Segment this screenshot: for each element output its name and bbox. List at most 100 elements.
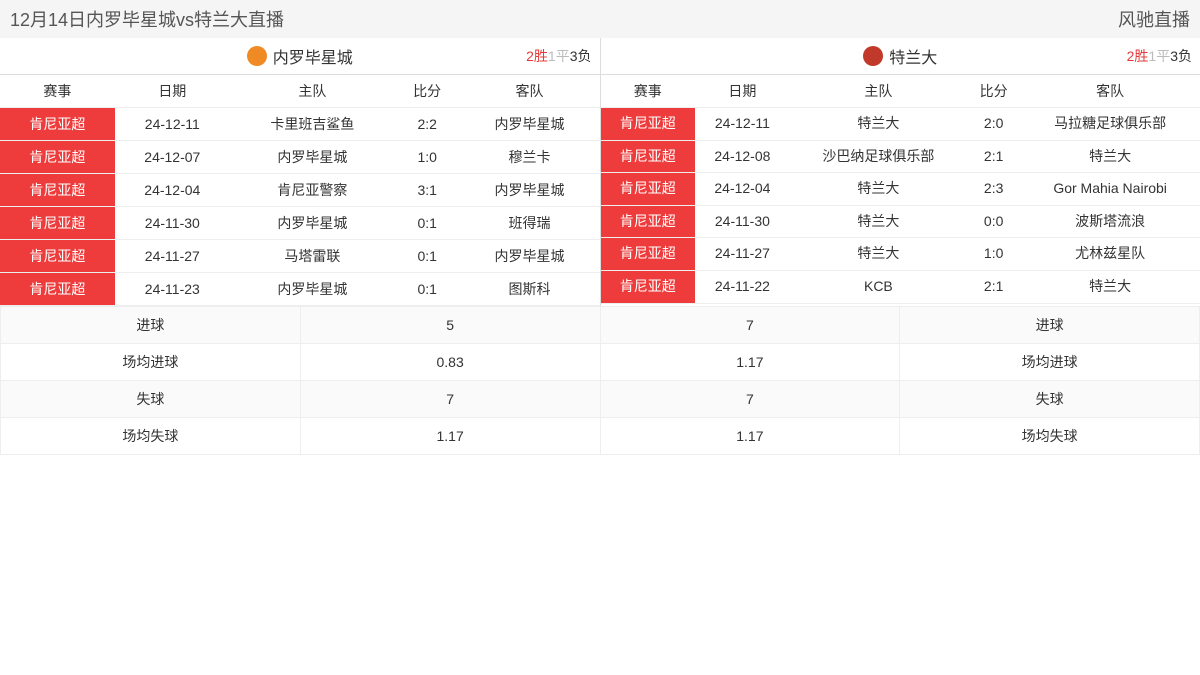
table-header-row: 赛事 日期 主队 比分 客队 — [601, 75, 1200, 108]
panel-left: 内罗毕星城 2胜1平3负 赛事 日期 主队 比分 客队 肯尼亚超24-12-11… — [0, 38, 601, 306]
cell-score: 2:1 — [967, 140, 1020, 173]
cell-league: 肯尼亚超 — [0, 174, 115, 207]
cell-league: 肯尼亚超 — [601, 238, 696, 271]
cell-home: 马塔雷联 — [230, 240, 395, 273]
table-row: 肯尼亚超24-11-22KCB2:1特兰大 — [601, 270, 1200, 303]
stats-value-right: 7 — [600, 381, 900, 418]
cell-score: 0:1 — [395, 240, 460, 273]
stats-label-left: 场均失球 — [1, 418, 301, 455]
table-row: 肯尼亚超24-11-27特兰大1:0尤林兹星队 — [601, 238, 1200, 271]
record-right: 2胜1平3负 — [1127, 46, 1192, 66]
stats-value-right: 1.17 — [600, 344, 900, 381]
record-win: 2胜 — [526, 48, 548, 64]
team-logo-left — [247, 46, 267, 66]
col-date: 日期 — [115, 75, 230, 108]
cell-away: Gor Mahia Nairobi — [1020, 173, 1200, 206]
cell-score: 0:0 — [967, 205, 1020, 238]
cell-home: 特兰大 — [790, 108, 967, 141]
col-league: 赛事 — [601, 75, 696, 108]
table-row: 肯尼亚超24-12-04肯尼亚警察3:1内罗毕星城 — [0, 174, 600, 207]
record-loss: 3负 — [570, 48, 592, 64]
cell-home: 内罗毕星城 — [230, 273, 395, 306]
cell-score: 1:0 — [967, 238, 1020, 271]
cell-home: KCB — [790, 270, 967, 303]
cell-league: 肯尼亚超 — [601, 140, 696, 173]
cell-league: 肯尼亚超 — [0, 108, 115, 141]
cell-score: 2:2 — [395, 108, 460, 141]
cell-date: 24-11-23 — [115, 273, 230, 306]
cell-date: 24-11-27 — [115, 240, 230, 273]
table-row: 肯尼亚超24-11-23内罗毕星城0:1图斯科 — [0, 273, 600, 306]
cell-date: 24-12-04 — [115, 174, 230, 207]
matches-table-right: 赛事 日期 主队 比分 客队 肯尼亚超24-12-11特兰大2:0马拉糖足球俱乐… — [601, 75, 1200, 304]
col-date: 日期 — [695, 75, 790, 108]
cell-date: 24-12-11 — [115, 108, 230, 141]
table-row: 肯尼亚超24-11-30特兰大0:0波斯塔流浪 — [601, 205, 1200, 238]
cell-home: 内罗毕星城 — [230, 207, 395, 240]
col-score: 比分 — [395, 75, 460, 108]
page-title: 12月14日内罗毕星城vs特兰大直播 — [10, 6, 284, 32]
col-away: 客队 — [1020, 75, 1200, 108]
stats-row: 失球77失球 — [1, 381, 1200, 418]
stats-label-left: 场均进球 — [1, 344, 301, 381]
team-name-right: 特兰大 — [889, 44, 937, 68]
stats-label-left: 失球 — [1, 381, 301, 418]
cell-home: 内罗毕星城 — [230, 141, 395, 174]
cell-date: 24-11-30 — [115, 207, 230, 240]
cell-league: 肯尼亚超 — [0, 240, 115, 273]
matches-table-left: 赛事 日期 主队 比分 客队 肯尼亚超24-12-11卡里班吉鲨鱼2:2内罗毕星… — [0, 75, 600, 306]
table-header-row: 赛事 日期 主队 比分 客队 — [0, 75, 600, 108]
col-home: 主队 — [230, 75, 395, 108]
cell-score: 2:3 — [967, 173, 1020, 206]
team-logo-right — [863, 46, 883, 66]
stats-table: 进球57进球场均进球0.831.17场均进球失球77失球场均失球1.171.17… — [0, 306, 1200, 455]
cell-home: 特兰大 — [790, 205, 967, 238]
stats-label-right: 场均进球 — [900, 344, 1200, 381]
cell-home: 特兰大 — [790, 173, 967, 206]
stats-value-right: 1.17 — [600, 418, 900, 455]
stats-row: 场均进球0.831.17场均进球 — [1, 344, 1200, 381]
cell-league: 肯尼亚超 — [601, 205, 696, 238]
table-row: 肯尼亚超24-12-11特兰大2:0马拉糖足球俱乐部 — [601, 108, 1200, 141]
record-draw: 1平 — [1148, 48, 1170, 64]
cell-date: 24-12-04 — [695, 173, 790, 206]
record-loss: 3负 — [1170, 48, 1192, 64]
cell-away: 特兰大 — [1020, 140, 1200, 173]
stats-row: 进球57进球 — [1, 307, 1200, 344]
stats-row: 场均失球1.171.17场均失球 — [1, 418, 1200, 455]
cell-score: 2:1 — [967, 270, 1020, 303]
table-row: 肯尼亚超24-12-08沙巴纳足球俱乐部2:1特兰大 — [601, 140, 1200, 173]
panel-right: 特兰大 2胜1平3负 赛事 日期 主队 比分 客队 肯尼亚超24-12-11特兰… — [601, 38, 1200, 306]
cell-away: 内罗毕星城 — [459, 174, 599, 207]
stats-value-left: 0.83 — [300, 344, 600, 381]
cell-score: 1:0 — [395, 141, 460, 174]
cell-score: 0:1 — [395, 207, 460, 240]
cell-away: 穆兰卡 — [459, 141, 599, 174]
stats-value-right: 7 — [600, 307, 900, 344]
stats-value-left: 1.17 — [300, 418, 600, 455]
cell-date: 24-11-30 — [695, 205, 790, 238]
cell-date: 24-12-11 — [695, 108, 790, 141]
brand-label: 风驰直播 — [1118, 6, 1190, 32]
cell-away: 特兰大 — [1020, 270, 1200, 303]
table-row: 肯尼亚超24-12-11卡里班吉鲨鱼2:2内罗毕星城 — [0, 108, 600, 141]
cell-league: 肯尼亚超 — [601, 173, 696, 206]
team-name-left: 内罗毕星城 — [273, 44, 353, 68]
cell-league: 肯尼亚超 — [601, 270, 696, 303]
cell-home: 特兰大 — [790, 238, 967, 271]
cell-league: 肯尼亚超 — [601, 108, 696, 141]
team-header-left: 内罗毕星城 2胜1平3负 — [0, 38, 600, 75]
panels: 内罗毕星城 2胜1平3负 赛事 日期 主队 比分 客队 肯尼亚超24-12-11… — [0, 38, 1200, 306]
stats-value-left: 5 — [300, 307, 600, 344]
cell-away: 内罗毕星城 — [459, 108, 599, 141]
cell-home: 卡里班吉鲨鱼 — [230, 108, 395, 141]
col-league: 赛事 — [0, 75, 115, 108]
cell-date: 24-12-08 — [695, 140, 790, 173]
stats-value-left: 7 — [300, 381, 600, 418]
col-away: 客队 — [459, 75, 599, 108]
cell-away: 波斯塔流浪 — [1020, 205, 1200, 238]
cell-home: 沙巴纳足球俱乐部 — [790, 140, 967, 173]
cell-date: 24-11-27 — [695, 238, 790, 271]
cell-date: 24-12-07 — [115, 141, 230, 174]
cell-away: 班得瑞 — [459, 207, 599, 240]
